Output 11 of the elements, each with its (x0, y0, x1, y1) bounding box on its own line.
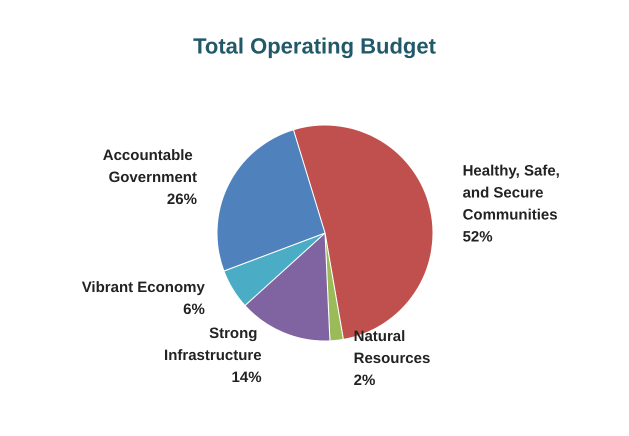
data-label: 2% (354, 372, 376, 389)
data-label: 6% (183, 301, 205, 318)
data-label: 52% (462, 228, 493, 246)
slice-label: Healthy, Safe, and Secure Communities (462, 162, 564, 224)
chart-title: Total Operating Budget (193, 34, 437, 58)
slice-label: Natural Resources (354, 328, 430, 367)
data-label: 14% (232, 369, 262, 386)
slice-label: Accountable Government (102, 146, 197, 186)
data-label: 26% (166, 190, 197, 208)
slice-label: Strong Infrastructure (164, 325, 262, 364)
slice-label: Vibrant Economy (82, 279, 206, 296)
